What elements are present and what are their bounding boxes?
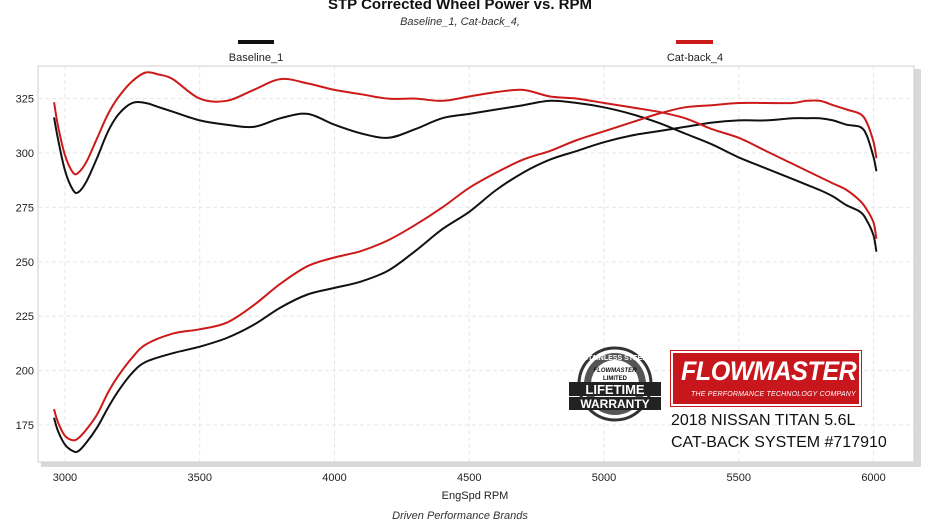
chart-title: STP Corrected Wheel Power vs. RPM (328, 0, 592, 13)
badge-line2: WARRANTY (580, 397, 649, 411)
x-axis-label: EngSpd RPM (442, 490, 509, 502)
system-part-number: CAT-BACK SYSTEM #717910 (671, 434, 887, 451)
x-axis: 3000 3500 4000 4500 5000 5500 6000 (53, 472, 886, 484)
badge-sub-text: LIMITED (603, 376, 628, 382)
x-tick-label: 4000 (322, 472, 346, 484)
y-tick-label: 275 (16, 202, 34, 214)
y-tick-label: 175 (16, 420, 34, 432)
legend-label-catback: Cat-back_4 (667, 52, 723, 64)
logo-tagline: THE PERFORMANCE TECHNOLOGY COMPANY (691, 391, 856, 398)
legend: Baseline_1 Cat-back_4 (229, 40, 723, 64)
x-tick-label: 6000 (861, 472, 885, 484)
x-tick-label: 5000 (592, 472, 616, 484)
warranty-badge: STAINLESS STEEL FLOWMASTER LIMITED LIFET… (569, 346, 661, 422)
x-tick-label: 5500 (727, 472, 751, 484)
y-tick-label: 200 (16, 366, 34, 378)
badge-line1: LIFETIME (585, 382, 645, 397)
series-line-cat-back-4-2 (53, 99, 878, 442)
legend-label-baseline: Baseline_1 (229, 52, 283, 64)
x-tick-label: 4500 (457, 472, 481, 484)
y-tick-label: 325 (16, 94, 34, 106)
series-line-baseline-1-2 (53, 117, 878, 454)
y-tick-label: 300 (16, 148, 34, 160)
y-axis: 175 200 225 250 275 300 325 (16, 94, 34, 432)
badge-top-text: STAINLESS STEEL (583, 355, 647, 362)
series-layer (53, 71, 878, 454)
y-tick-label: 250 (16, 257, 34, 269)
badge-brand-text: FLOWMASTER (594, 368, 638, 374)
footer-text: Driven Performance Brands (392, 510, 528, 522)
vehicle-model: 2018 NISSAN TITAN 5.6L (671, 412, 856, 429)
series-line-cat-back-4-1 (53, 71, 878, 239)
flowmaster-logo: FLOWMASTER THE PERFORMANCE TECHNOLOGY CO… (670, 350, 862, 407)
x-tick-label: 3500 (187, 472, 211, 484)
series-line-baseline-1-1 (53, 99, 878, 252)
logo-wordmark: FLOWMASTER (681, 356, 857, 386)
x-tick-label: 3000 (53, 472, 77, 484)
y-tick-label: 225 (16, 311, 34, 323)
chart-subtitle: Baseline_1, Cat-back_4, (400, 16, 520, 28)
